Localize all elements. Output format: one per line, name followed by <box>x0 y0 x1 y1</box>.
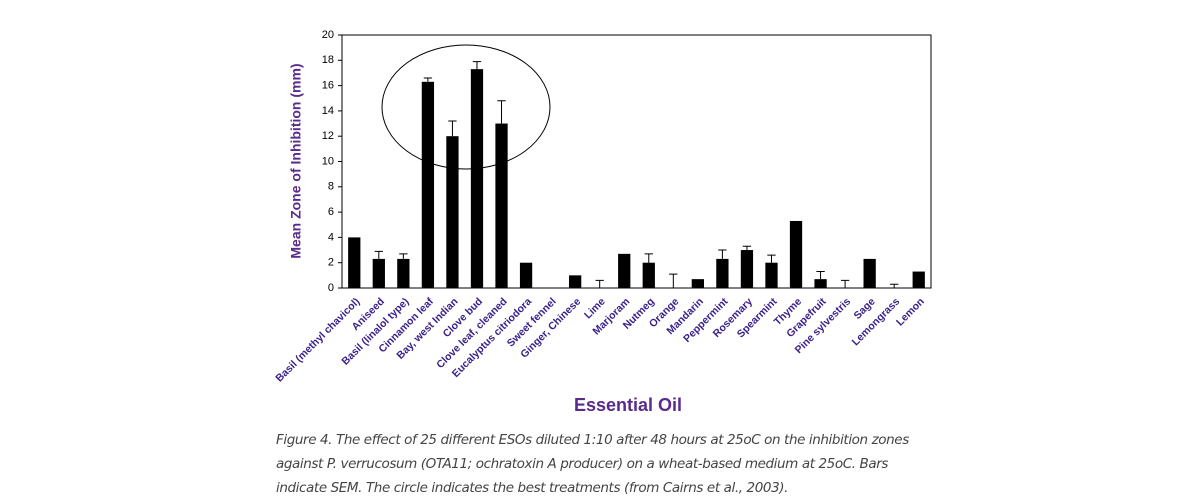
bar <box>519 262 533 288</box>
error-bar <box>399 253 408 259</box>
y-tick-label: 20 <box>322 29 334 41</box>
y-tick-label: 16 <box>322 80 334 92</box>
caption-label: Figure 4. <box>276 432 333 448</box>
bar <box>667 288 680 289</box>
bar <box>740 250 754 288</box>
bar <box>397 258 410 288</box>
y-tick-label: 8 <box>328 181 334 193</box>
bar <box>544 288 557 289</box>
x-tick-label: Lemon <box>894 296 927 329</box>
bar <box>765 262 778 288</box>
y-tick-label: 4 <box>328 231 334 243</box>
caption: Figure 4. The effect of 25 different ESO… <box>276 428 926 500</box>
error-bar <box>767 254 776 263</box>
y-tick-label: 14 <box>322 105 334 117</box>
highlight-circle <box>381 44 551 170</box>
error-bar <box>890 283 899 288</box>
bar <box>789 220 803 288</box>
bar <box>642 262 655 288</box>
bar <box>716 258 729 288</box>
bar <box>421 81 435 289</box>
y-tick-label: 0 <box>328 282 334 294</box>
bar <box>372 258 385 288</box>
error-bar <box>644 253 653 263</box>
bar <box>470 69 484 288</box>
bar <box>569 275 582 288</box>
error-bar <box>742 245 752 251</box>
error-bar <box>669 273 678 288</box>
y-tick-label: 12 <box>322 130 334 142</box>
bar <box>888 288 901 289</box>
bar <box>495 123 508 288</box>
bar <box>912 271 925 288</box>
error-bar <box>595 279 604 288</box>
bar <box>618 253 631 288</box>
bar <box>348 237 361 288</box>
bar <box>838 288 852 289</box>
caption-text: The effect of 25 different ESOs diluted … <box>276 432 909 496</box>
y-tick-label: 6 <box>328 206 334 218</box>
error-bar <box>423 77 433 82</box>
y-axis-title: Mean Zone of Inhibition (mm) <box>288 63 304 258</box>
bar <box>691 279 704 288</box>
error-bar <box>840 279 850 288</box>
y-tick-label: 2 <box>328 257 334 269</box>
error-bar <box>448 120 457 137</box>
x-tick-label: Basil (methyl chavicol) <box>273 296 362 385</box>
bar <box>814 279 827 288</box>
error-bar <box>497 100 506 124</box>
bar <box>593 288 606 289</box>
x-axis-title: Essential Oil <box>574 395 682 415</box>
error-bar <box>472 61 482 70</box>
y-tick-label: 18 <box>322 54 334 66</box>
y-tick-label: 10 <box>322 155 334 167</box>
bar <box>446 136 459 288</box>
bar <box>863 258 876 288</box>
error-bar <box>374 250 383 259</box>
error-bar <box>816 271 825 280</box>
error-bar <box>718 249 727 259</box>
